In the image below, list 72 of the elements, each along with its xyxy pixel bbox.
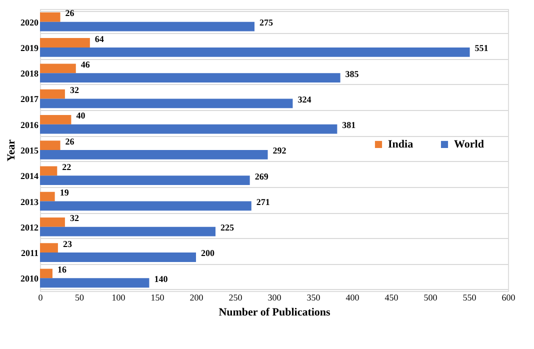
bar bbox=[40, 166, 58, 176]
bar bbox=[40, 98, 293, 108]
x-tick-label: 0 bbox=[38, 292, 44, 302]
y-tick-label: 2013 bbox=[20, 196, 39, 207]
y-tick-label: 2016 bbox=[20, 120, 39, 130]
bar bbox=[40, 140, 60, 150]
x-tick-label: 100 bbox=[112, 292, 126, 302]
bar bbox=[40, 150, 268, 160]
bar bbox=[40, 114, 72, 124]
data-label: 16 bbox=[57, 264, 67, 274]
data-label: 22 bbox=[62, 162, 72, 172]
data-label: 551 bbox=[474, 43, 489, 54]
bar bbox=[40, 243, 58, 253]
data-label: 26 bbox=[65, 8, 75, 18]
y-tick-label: 2012 bbox=[20, 222, 39, 232]
y-axis-title: Year bbox=[6, 139, 18, 162]
data-label: 200 bbox=[201, 248, 215, 258]
legend-label: India bbox=[388, 138, 414, 150]
data-label: 32 bbox=[70, 85, 80, 96]
y-tick-label: 2018 bbox=[20, 68, 39, 79]
data-label: 26 bbox=[65, 136, 75, 146]
y-tick-label: 2020 bbox=[20, 17, 39, 28]
data-label: 292 bbox=[272, 146, 287, 156]
y-tick-label: 2019 bbox=[20, 42, 39, 53]
bar bbox=[40, 22, 254, 32]
bar bbox=[40, 278, 150, 288]
data-label: 40 bbox=[76, 110, 86, 121]
x-tick-label: 500 bbox=[424, 292, 438, 302]
data-label: 269 bbox=[254, 171, 269, 182]
x-tick-label: 350 bbox=[306, 292, 321, 302]
data-label: 19 bbox=[60, 188, 70, 198]
data-label: 381 bbox=[342, 120, 356, 130]
data-label: 64 bbox=[94, 34, 104, 44]
y-tick-label: 2017 bbox=[20, 94, 39, 104]
bar bbox=[40, 201, 252, 211]
bar bbox=[40, 89, 65, 99]
x-tick-label: 150 bbox=[150, 292, 165, 302]
legend-label: World bbox=[454, 138, 484, 150]
data-label: 385 bbox=[345, 68, 360, 79]
x-tick-label: 50 bbox=[75, 292, 84, 302]
x-axis-title: Number of Publications bbox=[218, 306, 332, 318]
x-tick-label: 250 bbox=[228, 292, 243, 302]
y-tick-label: 2010 bbox=[20, 274, 39, 284]
data-label: 275 bbox=[260, 18, 274, 28]
x-tick-label: 600 bbox=[502, 292, 516, 302]
data-label: 140 bbox=[154, 274, 168, 284]
bar bbox=[40, 64, 76, 74]
bar bbox=[40, 12, 60, 22]
data-label: 271 bbox=[256, 196, 270, 207]
data-label: 23 bbox=[62, 238, 72, 249]
bar bbox=[40, 176, 250, 186]
x-tick-label: 550 bbox=[462, 292, 477, 302]
bar bbox=[40, 38, 90, 48]
y-tick-label: 2011 bbox=[20, 248, 39, 258]
y-tick-label: 2015 bbox=[20, 146, 39, 156]
data-label: 225 bbox=[220, 222, 234, 233]
data-label: 324 bbox=[298, 94, 312, 104]
bar bbox=[40, 124, 338, 134]
y-tick-label: 2014 bbox=[20, 171, 39, 182]
x-tick-label: 200 bbox=[190, 292, 204, 302]
data-label: 46 bbox=[80, 59, 90, 70]
x-tick-label: 300 bbox=[268, 292, 282, 302]
bar bbox=[40, 218, 65, 227]
bar bbox=[40, 252, 196, 262]
x-tick-label: 400 bbox=[346, 292, 360, 302]
bar bbox=[40, 268, 52, 278]
data-label: 32 bbox=[70, 213, 80, 224]
bar bbox=[40, 47, 470, 57]
bar bbox=[40, 73, 340, 82]
bar bbox=[40, 226, 216, 236]
x-tick-label: 450 bbox=[384, 292, 399, 302]
bar bbox=[40, 192, 55, 202]
